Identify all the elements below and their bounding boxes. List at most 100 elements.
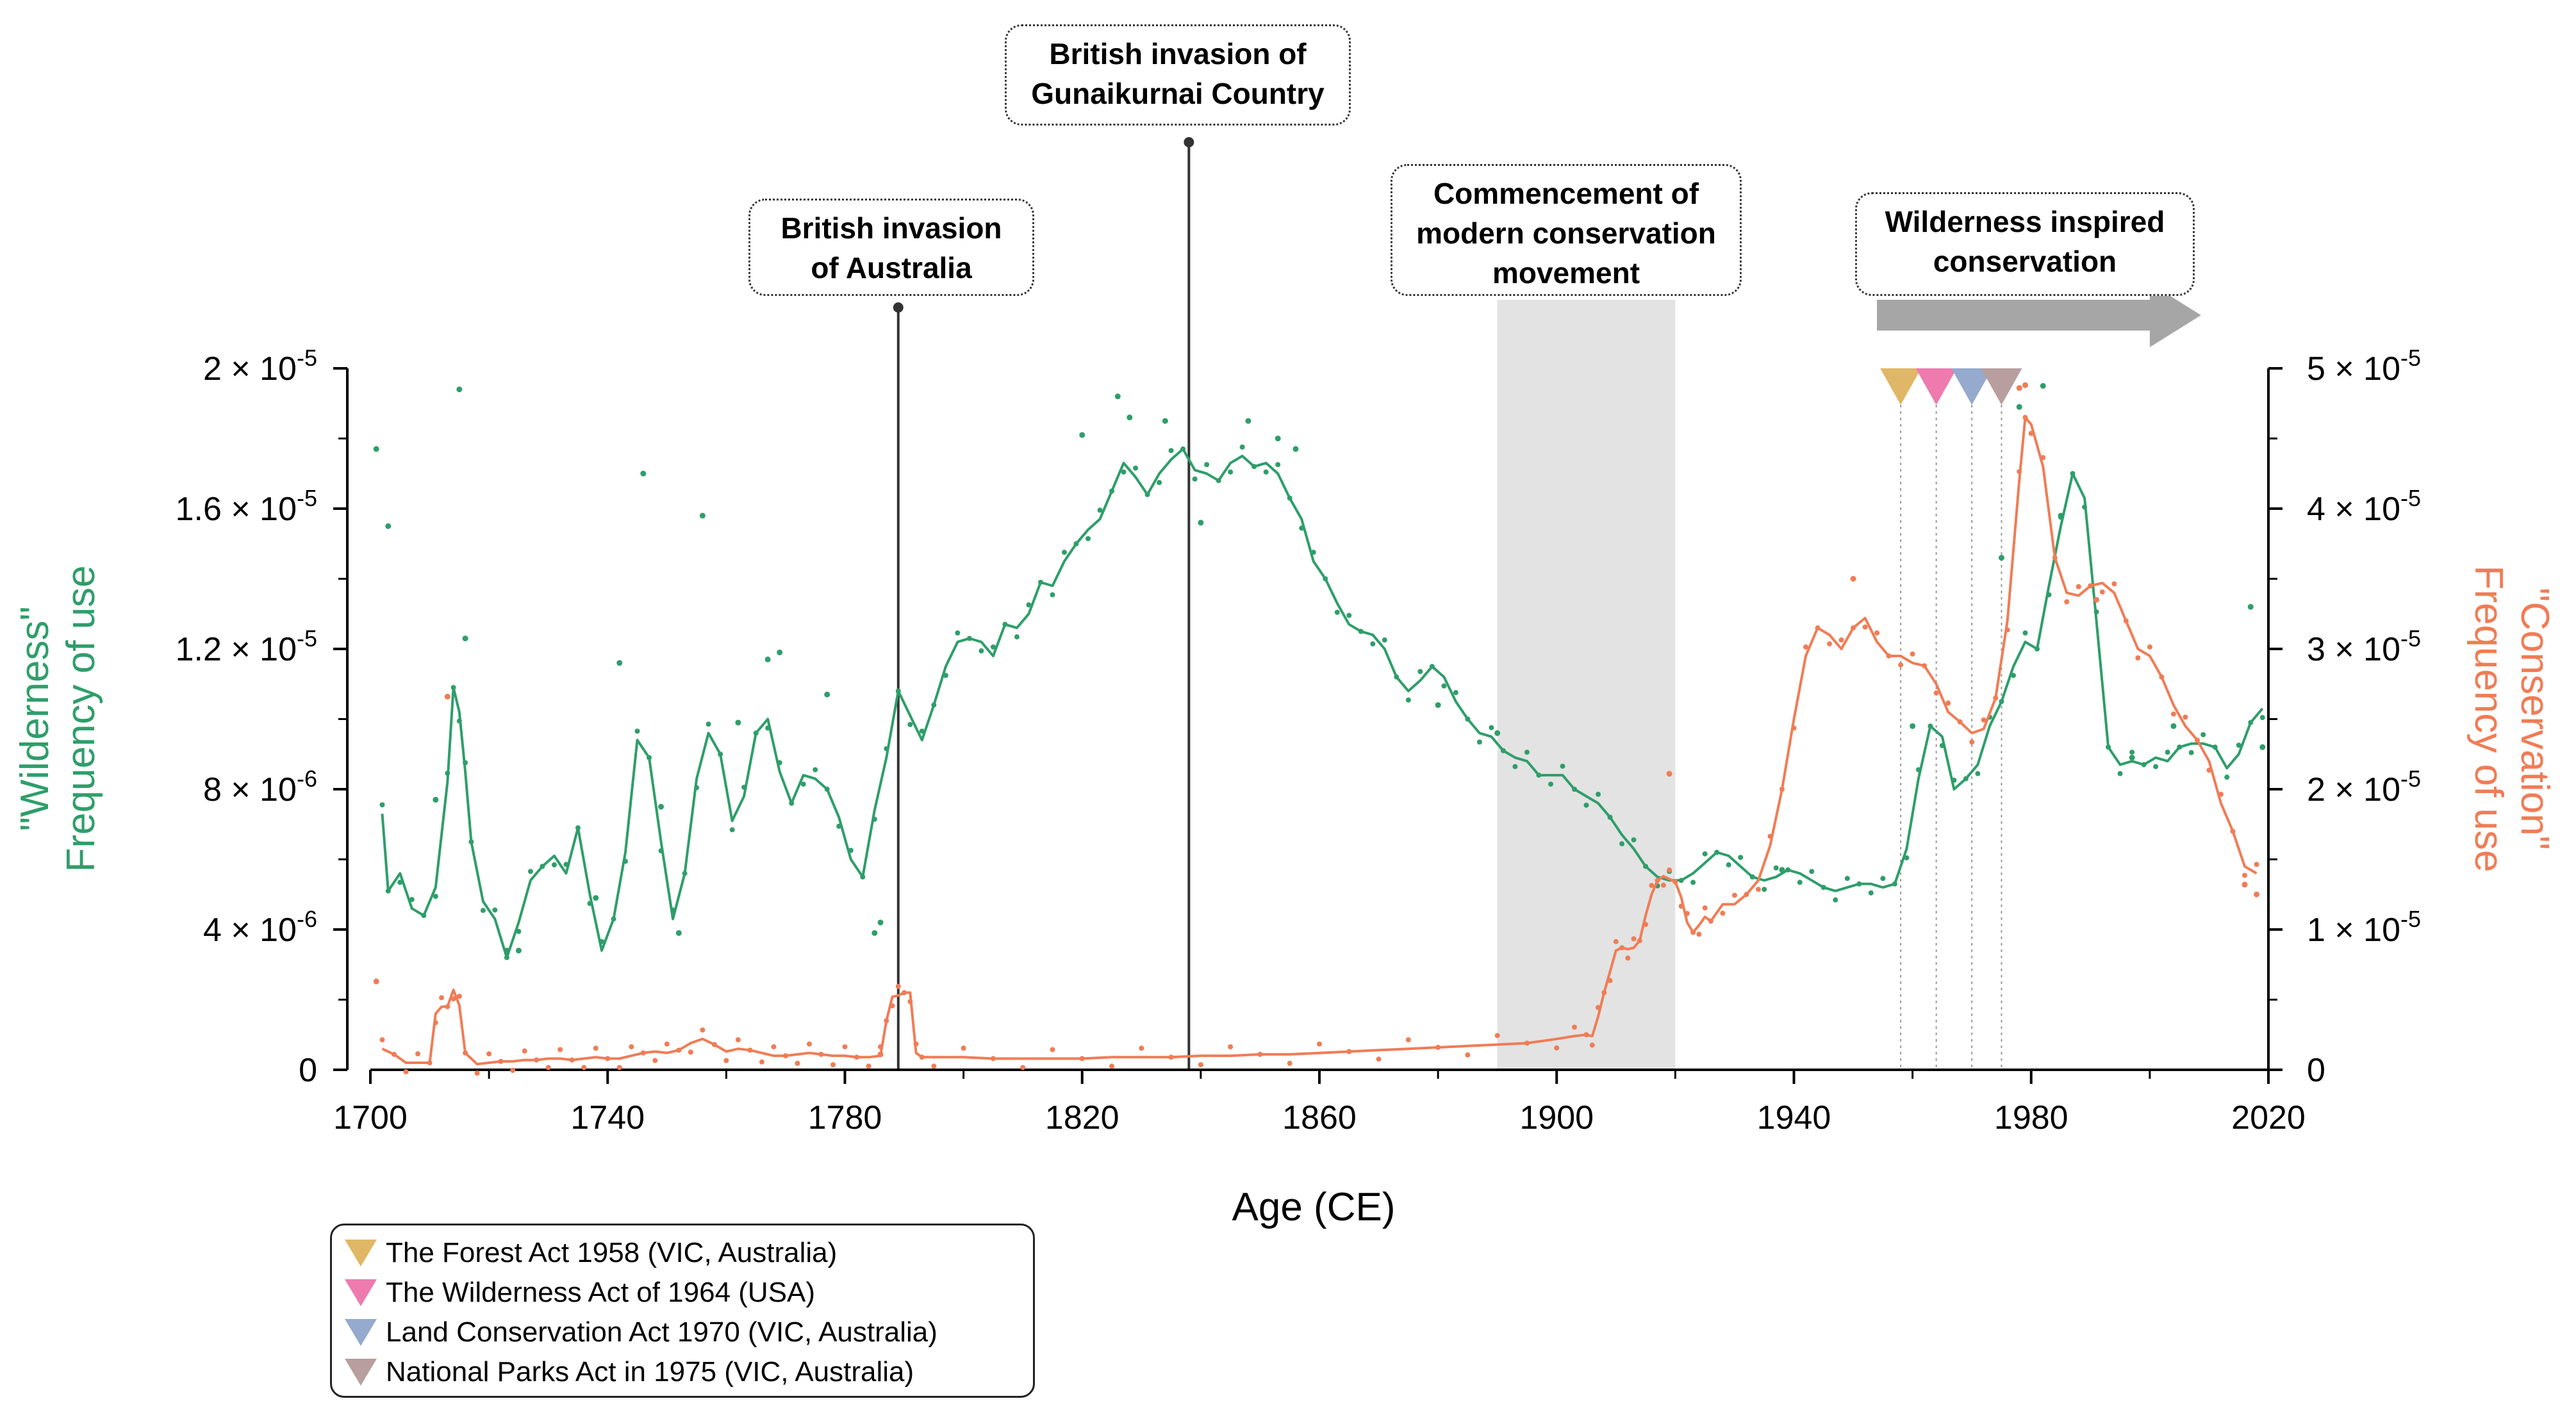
- wilderness-point: [2117, 771, 2123, 776]
- wilderness-scatter-point: [462, 635, 468, 642]
- wilderness-point: [1548, 782, 1553, 787]
- conservation-scatter-point: [444, 693, 450, 700]
- y-right-title-line2: Frequency of use: [2466, 565, 2511, 872]
- callout-3-line2: modern conservation: [1416, 217, 1716, 250]
- y-left-title-line1: "Wilderness": [13, 607, 57, 831]
- callout-british-invasion-australia: British invasion of Australia: [748, 199, 1034, 296]
- y-right-tick-label: 1 × 10-5: [2307, 906, 2421, 949]
- wilderness-point: [789, 800, 795, 806]
- wilderness-point: [978, 648, 984, 654]
- wilderness-point: [1026, 602, 1032, 608]
- conservation-point: [1862, 624, 1868, 630]
- y-right-tick-label: 5 × 10-5: [2307, 345, 2421, 388]
- conservation-point: [1744, 892, 1749, 897]
- wilderness-point: [1180, 446, 1186, 452]
- wilderness-scatter-point: [1435, 702, 1441, 708]
- wilderness-point: [919, 728, 925, 734]
- conservation-point: [889, 1003, 895, 1009]
- wilderness-point: [848, 848, 854, 853]
- wilderness-scatter-point: [2247, 603, 2254, 610]
- conservation-scatter-point: [2022, 382, 2028, 388]
- wilderness-scatter-point: [2259, 744, 2266, 750]
- legend-label-national-parks-act: National Parks Act in 1975 (VIC, Austral…: [386, 1356, 914, 1388]
- wilderness-conservation-arrow: [1877, 283, 2201, 347]
- legend-item-forest-act: The Forest Act 1958 (VIC, Australia): [345, 1233, 1033, 1273]
- conservation-point: [1637, 938, 1642, 944]
- wilderness-point: [1002, 621, 1008, 627]
- conservation-scatter-point: [2253, 891, 2259, 897]
- conservation-point: [1228, 1044, 1234, 1050]
- conservation-point: [795, 1060, 800, 1066]
- x-tick-label: 1900: [1519, 1099, 1594, 1136]
- conservation-point: [1631, 936, 1637, 942]
- wilderness-point: [1168, 448, 1174, 454]
- wilderness-scatter-point: [504, 947, 510, 954]
- wilderness-point: [706, 721, 711, 727]
- conservation-point: [2230, 828, 2236, 834]
- legend: The Forest Act 1958 (VIC, Australia) The…: [330, 1224, 1035, 1398]
- legend-label-land-conservation-act: Land Conservation Act 1970 (VIC, Austral…: [386, 1316, 937, 1348]
- wilderness-scatter-point: [456, 386, 463, 393]
- conservation-point: [1690, 930, 1696, 935]
- conservation-point: [2076, 584, 2081, 589]
- wilderness-scatter-point: [1275, 436, 1281, 441]
- wilderness-point: [1833, 897, 1838, 903]
- wilderness-scatter-point: [515, 947, 522, 954]
- wilderness-point: [1928, 723, 1933, 729]
- event-triangle-marker: [1880, 368, 1922, 405]
- event-triangle-marker: [1915, 368, 1957, 405]
- conservation-scatter-point: [373, 978, 379, 985]
- wilderness-point: [1334, 609, 1340, 615]
- wilderness-point: [1429, 664, 1435, 669]
- wilderness-point: [1441, 683, 1447, 689]
- conservation-point: [1933, 690, 1939, 696]
- wilderness-point: [1037, 579, 1043, 585]
- wilderness-point: [2070, 471, 2076, 477]
- conservation-point: [931, 1063, 937, 1069]
- wilderness-point: [1405, 697, 1411, 703]
- y-left-tick-label: 1.2 × 10-5: [176, 625, 317, 668]
- conservation-point: [569, 1057, 575, 1063]
- wilderness-point: [1821, 885, 1826, 890]
- wilderness-scatter-point: [593, 895, 599, 901]
- conservation-point: [534, 1057, 540, 1063]
- wilderness-point: [409, 897, 415, 903]
- conservation-point: [1649, 883, 1655, 889]
- wilderness-point: [1999, 699, 2004, 705]
- conservation-point: [545, 1065, 551, 1070]
- wilderness-point: [2022, 630, 2028, 636]
- wilderness-scatter-point: [373, 446, 379, 452]
- wilderness-point: [931, 702, 937, 708]
- wilderness-point: [1073, 541, 1079, 546]
- wilderness-point: [907, 722, 913, 728]
- conservation-point: [403, 1069, 409, 1075]
- conservation-point: [990, 1056, 996, 1061]
- wilderness-point: [1773, 865, 1779, 871]
- wilderness-scatter-point: [871, 930, 878, 936]
- wilderness-scatter-point: [1779, 867, 1785, 873]
- wilderness-point: [836, 823, 842, 829]
- conservation-point: [2206, 767, 2212, 773]
- wilderness-point: [623, 858, 629, 864]
- wilderness-point: [1714, 849, 1720, 855]
- wilderness-point: [1631, 837, 1637, 843]
- y-right-title-line1: "Conservation": [2513, 587, 2557, 849]
- wilderness-point: [1607, 814, 1613, 820]
- wilderness-point: [1417, 669, 1423, 675]
- wilderness-scatter-point: [640, 470, 647, 477]
- wilderness-point: [1596, 791, 1601, 797]
- wilderness-point: [1762, 887, 1767, 892]
- wilderness-point: [587, 901, 593, 906]
- wilderness-point: [1643, 864, 1649, 869]
- conservation-point: [1257, 1051, 1263, 1057]
- wilderness-point: [718, 751, 723, 757]
- conservation-point: [1702, 905, 1708, 911]
- wilderness-point: [1299, 525, 1305, 531]
- callout-2-line2: Gunaikurnai Country: [1031, 77, 1325, 110]
- conservation-series-line: [381, 416, 2258, 1066]
- conservation-point: [1607, 978, 1613, 983]
- wilderness-point: [1489, 725, 1494, 730]
- wilderness-point: [871, 816, 877, 822]
- wilderness-point: [1204, 462, 1210, 468]
- conservation-point: [818, 1051, 824, 1057]
